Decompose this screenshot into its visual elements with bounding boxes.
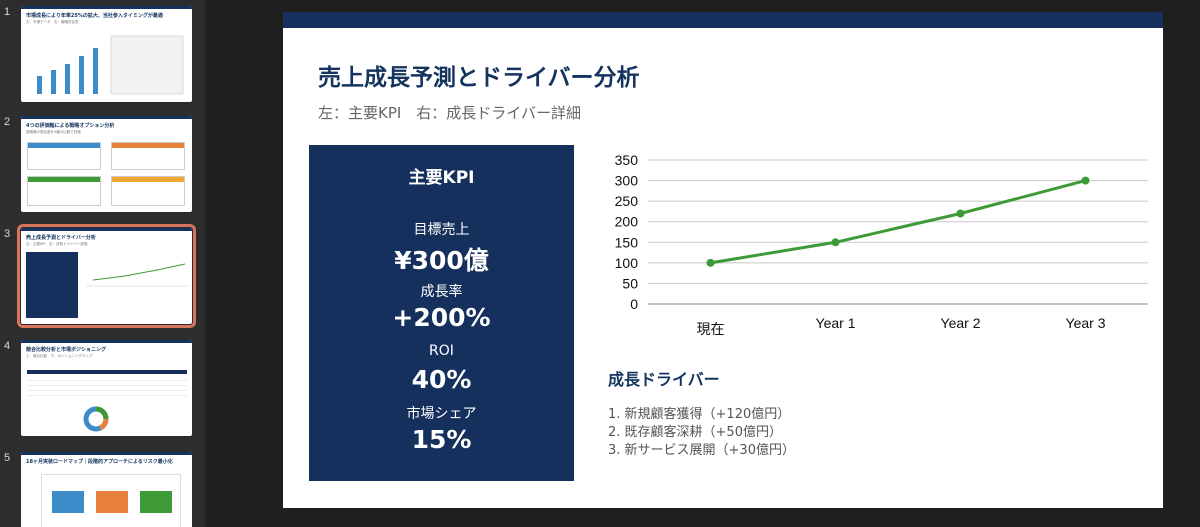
- thumb-subtitle: 左：主要KPI 右：成長ドライバー詳細: [26, 242, 88, 246]
- x-tick-label: Year 2: [941, 315, 981, 331]
- thumb-box: [27, 142, 101, 170]
- slide-thumbnail-2[interactable]: 4つの評価軸による戦略オプション分析 各戦略の適合度を4軸の比較で評価: [21, 116, 192, 212]
- series-line: [710, 179, 1086, 265]
- y-tick-label: 150: [615, 234, 639, 250]
- kpi-value: +200%: [392, 303, 491, 332]
- y-tick-label: 200: [615, 214, 639, 230]
- kpi-value: 15%: [411, 425, 472, 454]
- slide-thumbnail-panel: 1 市場成長により年率25%の拡大、当社参入タイミングが最適 左：市場データ 右…: [0, 0, 206, 527]
- thumb-box: [111, 142, 185, 170]
- thumb-header-bar: [21, 452, 192, 455]
- y-tick-label: 250: [615, 193, 639, 209]
- kpi-label: ROI: [429, 343, 454, 359]
- thumb-donut-chart: [83, 406, 109, 432]
- driver-item: 2. 既存顧客深耕（+50億円）: [608, 425, 782, 440]
- slide-number: 5: [4, 452, 11, 464]
- thumb-table-header: [27, 370, 187, 374]
- thumb-title: 売上成長予測とドライバー分析: [26, 235, 96, 241]
- kpi-panel[interactable]: 主要KPI 目標売上 ¥300億 成長率 +200% ROI 40% 市場シェア…: [309, 145, 574, 481]
- thumb-table-body: [27, 376, 187, 398]
- slide-number: 1: [4, 6, 11, 18]
- thumb-subtitle: 左：市場データ 右：戦略的含意: [26, 20, 79, 24]
- slide-subtitle[interactable]: 左：主要KPI 右：成長ドライバー詳細: [318, 104, 582, 122]
- slide-title[interactable]: 売上成長予測とドライバー分析: [318, 65, 640, 91]
- kpi-value: ¥300億: [394, 246, 489, 275]
- data-point: [706, 258, 715, 267]
- thumb-box: [27, 176, 101, 206]
- growth-line-chart[interactable]: 0 50 100 150 200 250 300 350 現在 Year 1 Year 2 Year …: [593, 152, 1153, 352]
- thumb-title: 競合比較分析と市場ポジショニング: [26, 347, 107, 353]
- thumb-box: [111, 176, 185, 206]
- thumb-phase: [52, 491, 84, 513]
- x-tick-label: Year 1: [816, 315, 856, 331]
- thumb-phase: [96, 491, 128, 513]
- thumb-line-chart: [86, 263, 189, 287]
- slide-number: 4: [4, 340, 11, 352]
- thumb-subtitle: 各戦略の適合度を4軸の比較で評価: [26, 130, 81, 134]
- thumb-header-bar: [21, 6, 192, 9]
- kpi-label: 目標売上: [413, 222, 470, 238]
- kpi-label: 成長率: [420, 284, 463, 300]
- slide-thumbnail-4[interactable]: 競合比較分析と市場ポジショニング 上：競合比較 下：ポジショニングマップ: [21, 340, 192, 436]
- drivers-list[interactable]: 1. 新規顧客獲得（+120億円） 2. 既存顧客深耕（+50億円） 3. 新サ…: [608, 406, 795, 460]
- slide-thumbnail-3-selected[interactable]: 売上成長予測とドライバー分析 左：主要KPI 右：成長ドライバー詳細: [17, 224, 196, 328]
- thumb-bar-chart: [37, 35, 184, 95]
- thumb-header-bar: [21, 340, 192, 343]
- data-point: [1081, 176, 1090, 185]
- thumb-subtitle: 上：競合比較 下：ポジショニングマップ: [26, 354, 93, 358]
- driver-item: 3. 新サービス展開（+30億円）: [608, 443, 795, 458]
- x-tick-label: 現在: [697, 321, 725, 337]
- slide-header-bar: [283, 12, 1163, 28]
- x-tick-label: Year 3: [1066, 315, 1106, 331]
- thumb-kpi-panel: [26, 252, 78, 318]
- y-tick-label: 300: [615, 173, 639, 189]
- slide-thumbnail-5[interactable]: 18ヶ月実装ロードマップ｜段階的アプローチによるリスク最小化: [21, 452, 192, 527]
- thumb-header-bar: [21, 116, 192, 119]
- thumb-roadmap: [41, 474, 181, 527]
- kpi-value: 40%: [411, 365, 472, 394]
- drivers-heading[interactable]: 成長ドライバー: [608, 370, 720, 389]
- driver-item: 1. 新規顧客獲得（+120億円）: [608, 407, 791, 422]
- data-point: [831, 238, 840, 247]
- data-point: [956, 209, 965, 218]
- thumb-title: 18ヶ月実装ロードマップ｜段階的アプローチによるリスク最小化: [26, 459, 173, 465]
- thumb-title: 市場成長により年率25%の拡大、当社参入タイミングが最適: [26, 13, 163, 19]
- y-tick-label: 0: [630, 296, 638, 312]
- y-tick-label: 100: [615, 255, 639, 271]
- y-tick-label: 50: [622, 275, 638, 291]
- thumb-phase: [140, 491, 172, 513]
- slide-number: 3: [4, 228, 11, 240]
- thumb-title: 4つの評価軸による戦略オプション分析: [26, 123, 115, 129]
- slide-thumbnail-1[interactable]: 市場成長により年率25%の拡大、当社参入タイミングが最適 左：市場データ 右：戦…: [21, 6, 192, 102]
- slide-number: 2: [4, 116, 11, 128]
- kpi-heading: 主要KPI: [408, 168, 475, 188]
- kpi-label: 市場シェア: [406, 406, 477, 422]
- thumb-header-bar: [21, 228, 192, 231]
- y-tick-label: 350: [615, 152, 639, 168]
- current-slide[interactable]: 売上成長予測とドライバー分析 左：主要KPI 右：成長ドライバー詳細 主要KPI…: [283, 12, 1163, 508]
